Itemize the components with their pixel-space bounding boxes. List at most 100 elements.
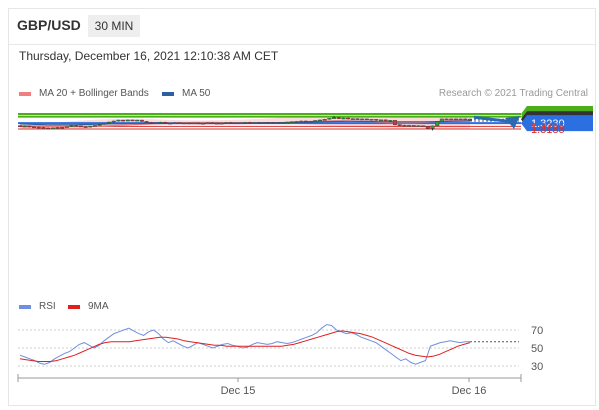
candle-down xyxy=(46,127,51,130)
candle-down xyxy=(411,125,416,127)
candle-up xyxy=(360,118,365,121)
rsi-line xyxy=(19,324,470,365)
candle-up xyxy=(97,124,102,126)
candle-down xyxy=(186,122,191,125)
candle-up xyxy=(92,125,97,127)
candle-up xyxy=(167,122,172,125)
candle-up xyxy=(378,119,383,122)
candle-down xyxy=(130,119,135,122)
candle-up xyxy=(275,122,280,124)
timeframe-badge[interactable]: 30 MIN xyxy=(88,15,140,37)
candle-down xyxy=(257,122,262,124)
candle-down xyxy=(144,121,149,123)
candle-up xyxy=(261,122,266,124)
candle-down xyxy=(177,122,182,124)
rsi-legend-label: RSI xyxy=(39,301,56,312)
candle-up xyxy=(308,120,313,123)
candle-up xyxy=(313,120,318,122)
candle-up xyxy=(200,123,205,125)
datetime-label: Thursday, December 16, 2021 12:10:38 AM … xyxy=(19,49,279,63)
candle-down xyxy=(364,118,369,121)
legend-9ma: 9MA xyxy=(68,301,109,312)
candle-up xyxy=(388,120,393,122)
candle-down xyxy=(453,118,458,121)
ma50-swatch xyxy=(162,91,174,96)
candle-up xyxy=(111,120,116,123)
candle-up xyxy=(327,118,332,120)
candle-up xyxy=(219,122,224,125)
candle-up xyxy=(182,122,187,125)
candle-up xyxy=(369,119,374,121)
candle-up xyxy=(280,122,285,124)
candle-up xyxy=(64,126,69,128)
candle-up xyxy=(88,125,93,128)
candle-up xyxy=(102,122,107,125)
candle-down xyxy=(210,122,215,125)
candle-down xyxy=(397,124,402,126)
candle-up xyxy=(224,122,229,124)
candle-down xyxy=(402,125,407,127)
candle-down xyxy=(41,127,46,129)
candle-up xyxy=(332,117,337,119)
candle-down xyxy=(74,125,79,127)
credit-text: Research © 2021 Trading Central xyxy=(438,88,588,99)
ma50-legend-label: MA 50 xyxy=(182,88,211,99)
legend-ma50: MA 50 xyxy=(162,88,210,99)
x-tick-label: Dec 15 xyxy=(221,385,256,397)
candle-down xyxy=(425,126,430,129)
level-label-1.3185: 1.3185 xyxy=(531,124,565,136)
candle-down xyxy=(421,125,426,127)
candle-up xyxy=(294,121,299,123)
candle-up xyxy=(468,118,473,121)
candle-up xyxy=(55,127,60,129)
candle-down xyxy=(374,119,379,121)
candle-up xyxy=(430,125,435,129)
rsi-9ma-line xyxy=(19,330,471,362)
candle-up xyxy=(60,127,65,129)
candle-up xyxy=(116,119,121,122)
candle-up xyxy=(238,122,243,125)
level-label-1.3230: 1.3230 xyxy=(531,118,565,130)
candle-down xyxy=(228,122,233,124)
rsi-tick-70: 70 xyxy=(531,325,543,337)
candle-down xyxy=(383,119,388,122)
candle-down xyxy=(36,126,41,129)
candle-up xyxy=(153,122,158,124)
candle-down xyxy=(463,118,468,121)
candle-up xyxy=(318,119,323,122)
projection-arrow-head xyxy=(505,116,520,129)
candle-up xyxy=(285,121,290,124)
ma9-legend-label: 9MA xyxy=(88,301,109,312)
rsi-swatch xyxy=(19,304,31,309)
candle-down xyxy=(121,119,126,122)
level-label-1.3205: 1.3205 xyxy=(531,121,565,133)
candle-down xyxy=(83,126,88,128)
candle-down xyxy=(355,118,360,120)
candle-up xyxy=(135,119,140,122)
candle-up xyxy=(69,125,74,127)
candle-down xyxy=(393,120,398,125)
candle-down xyxy=(18,125,23,128)
candle-up xyxy=(50,127,55,129)
candle-down xyxy=(149,122,154,124)
symbol-title: GBP/USD xyxy=(17,17,81,33)
candle-up xyxy=(107,121,112,124)
candle-down xyxy=(271,122,276,124)
candle-up xyxy=(172,122,177,124)
candle-up xyxy=(289,121,294,123)
candle-down xyxy=(139,119,144,122)
candle-up xyxy=(449,118,454,121)
candle-up xyxy=(252,122,257,124)
candle-up xyxy=(350,118,355,120)
candle-down xyxy=(233,122,238,125)
legend-rsi: RSI xyxy=(19,301,56,312)
ma20-legend-label: MA 20 + Bollinger Bands xyxy=(39,88,149,99)
candle-down xyxy=(163,121,168,124)
candle-down xyxy=(247,122,252,124)
candle-up xyxy=(242,122,247,124)
candle-down xyxy=(266,122,271,124)
rsi-tick-50: 50 xyxy=(531,343,543,355)
candle-up xyxy=(205,122,210,125)
candle-down xyxy=(32,126,37,129)
